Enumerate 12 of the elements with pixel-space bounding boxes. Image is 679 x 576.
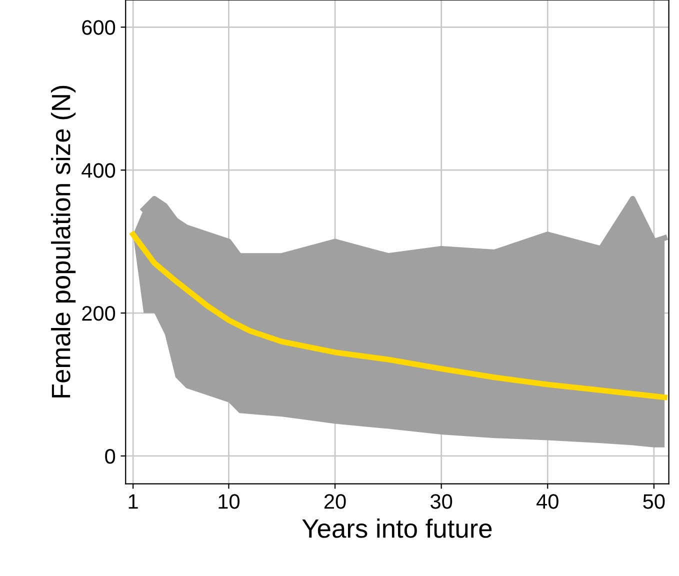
y-tick-label: 0 (105, 448, 116, 464)
x-tick-label: 40 (536, 494, 558, 509)
x-tick-label: 30 (430, 494, 452, 509)
y-axis-title: Female population size (N) (50, 86, 76, 398)
x-tick-label: 20 (324, 494, 346, 509)
y-tick-label: 200 (82, 306, 116, 321)
x-tick-label: 50 (643, 494, 665, 509)
x-axis-title: Years into future (302, 518, 492, 538)
y-tick-label: 400 (82, 163, 116, 178)
x-tick-label: 1 (128, 494, 138, 509)
x-tick-label: 10 (218, 494, 240, 509)
y-tick-label: 600 (82, 20, 116, 35)
